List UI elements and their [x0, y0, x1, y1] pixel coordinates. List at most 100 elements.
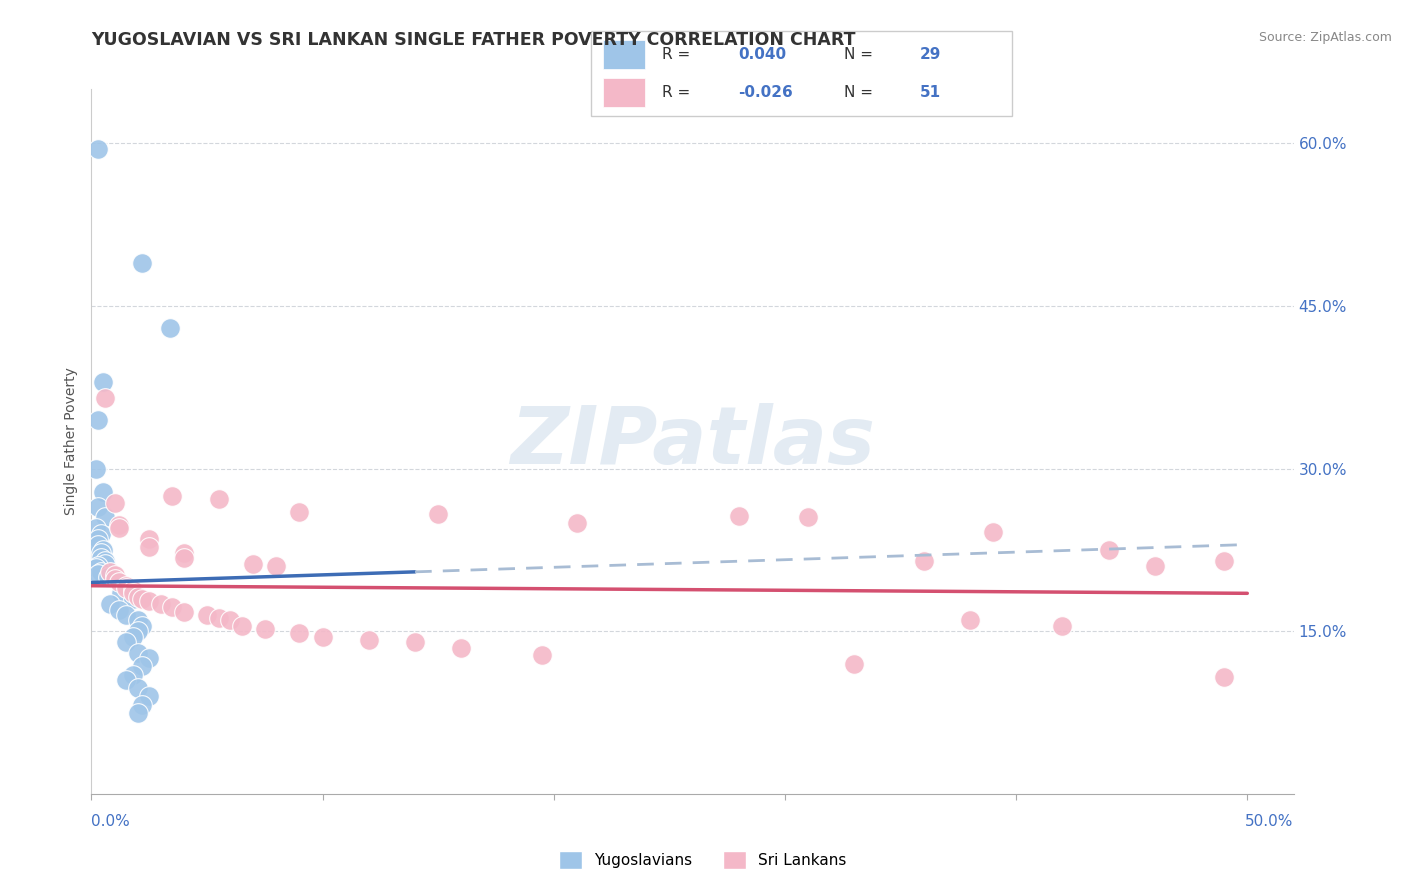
Point: [565, 516, 588, 530]
Point: [127, 590, 149, 604]
Point: [127, 646, 149, 660]
FancyBboxPatch shape: [591, 31, 1012, 116]
Point: [94, 554, 117, 568]
Point: [94, 391, 117, 405]
Point: [87, 413, 110, 427]
Point: [427, 507, 450, 521]
Point: [108, 575, 131, 590]
Point: [266, 559, 288, 574]
Point: [138, 651, 160, 665]
Point: [127, 681, 149, 695]
Point: [84, 521, 107, 535]
Point: [87, 142, 110, 156]
Point: [131, 698, 153, 712]
Point: [127, 624, 149, 639]
Point: [162, 489, 184, 503]
Point: [1143, 559, 1166, 574]
Point: [138, 690, 160, 704]
Point: [115, 635, 138, 649]
Point: [115, 607, 138, 622]
Point: [207, 611, 229, 625]
Point: [797, 510, 820, 524]
Point: [131, 659, 153, 673]
Point: [219, 614, 242, 628]
Text: N =: N =: [844, 85, 877, 100]
Point: [94, 510, 117, 524]
Point: [131, 619, 153, 633]
Point: [959, 614, 981, 628]
Point: [131, 255, 153, 269]
Point: [103, 567, 125, 582]
Point: [138, 540, 160, 554]
Text: 50.0%: 50.0%: [1246, 814, 1294, 829]
Point: [149, 597, 172, 611]
Point: [110, 586, 132, 600]
Point: [981, 524, 1004, 539]
Point: [207, 491, 229, 506]
Text: -0.026: -0.026: [738, 85, 793, 100]
Point: [91, 543, 114, 558]
Point: [357, 632, 380, 647]
Point: [844, 657, 866, 671]
Point: [1052, 619, 1074, 633]
Point: [122, 667, 145, 681]
Point: [84, 561, 107, 575]
Point: [90, 550, 112, 565]
Point: [173, 546, 195, 560]
Point: [108, 518, 131, 533]
Y-axis label: Single Father Poverty: Single Father Poverty: [63, 368, 77, 516]
Point: [159, 320, 181, 334]
Point: [108, 602, 131, 616]
Point: [131, 591, 153, 606]
Point: [162, 600, 184, 615]
Text: 0.0%: 0.0%: [91, 814, 131, 829]
FancyBboxPatch shape: [603, 40, 645, 70]
Point: [173, 550, 195, 565]
Text: 29: 29: [920, 46, 941, 62]
Text: N =: N =: [844, 46, 877, 62]
Point: [108, 575, 131, 590]
Point: [127, 614, 149, 628]
Point: [122, 591, 145, 606]
Point: [87, 559, 110, 574]
Point: [90, 546, 112, 560]
Point: [91, 485, 114, 500]
Point: [311, 630, 333, 644]
Point: [115, 581, 138, 595]
Text: YUGOSLAVIAN VS SRI LANKAN SINGLE FATHER POVERTY CORRELATION CHART: YUGOSLAVIAN VS SRI LANKAN SINGLE FATHER …: [91, 31, 856, 49]
Point: [1097, 543, 1119, 558]
Point: [404, 635, 426, 649]
Point: [108, 521, 131, 535]
Point: [84, 461, 107, 475]
Point: [103, 496, 125, 510]
Point: [98, 565, 121, 579]
Point: [122, 586, 145, 600]
Point: [912, 554, 935, 568]
Text: 51: 51: [920, 85, 941, 100]
Point: [87, 532, 110, 546]
Point: [531, 648, 554, 662]
Point: [115, 673, 138, 687]
Point: [115, 579, 138, 593]
FancyBboxPatch shape: [603, 78, 645, 108]
Text: R =: R =: [662, 46, 696, 62]
Point: [127, 706, 149, 720]
Point: [122, 583, 145, 598]
Point: [288, 626, 311, 640]
Point: [122, 630, 145, 644]
Text: ZIPatlas: ZIPatlas: [510, 402, 875, 481]
Point: [253, 622, 276, 636]
Point: [195, 607, 218, 622]
Point: [231, 619, 253, 633]
Point: [138, 532, 160, 546]
Point: [103, 572, 125, 586]
Text: Source: ZipAtlas.com: Source: ZipAtlas.com: [1258, 31, 1392, 45]
Point: [97, 570, 120, 584]
Point: [87, 566, 110, 581]
Point: [90, 565, 112, 579]
Point: [98, 597, 121, 611]
Point: [90, 526, 112, 541]
Point: [87, 500, 110, 514]
Text: 0.040: 0.040: [738, 46, 786, 62]
Point: [242, 557, 264, 571]
